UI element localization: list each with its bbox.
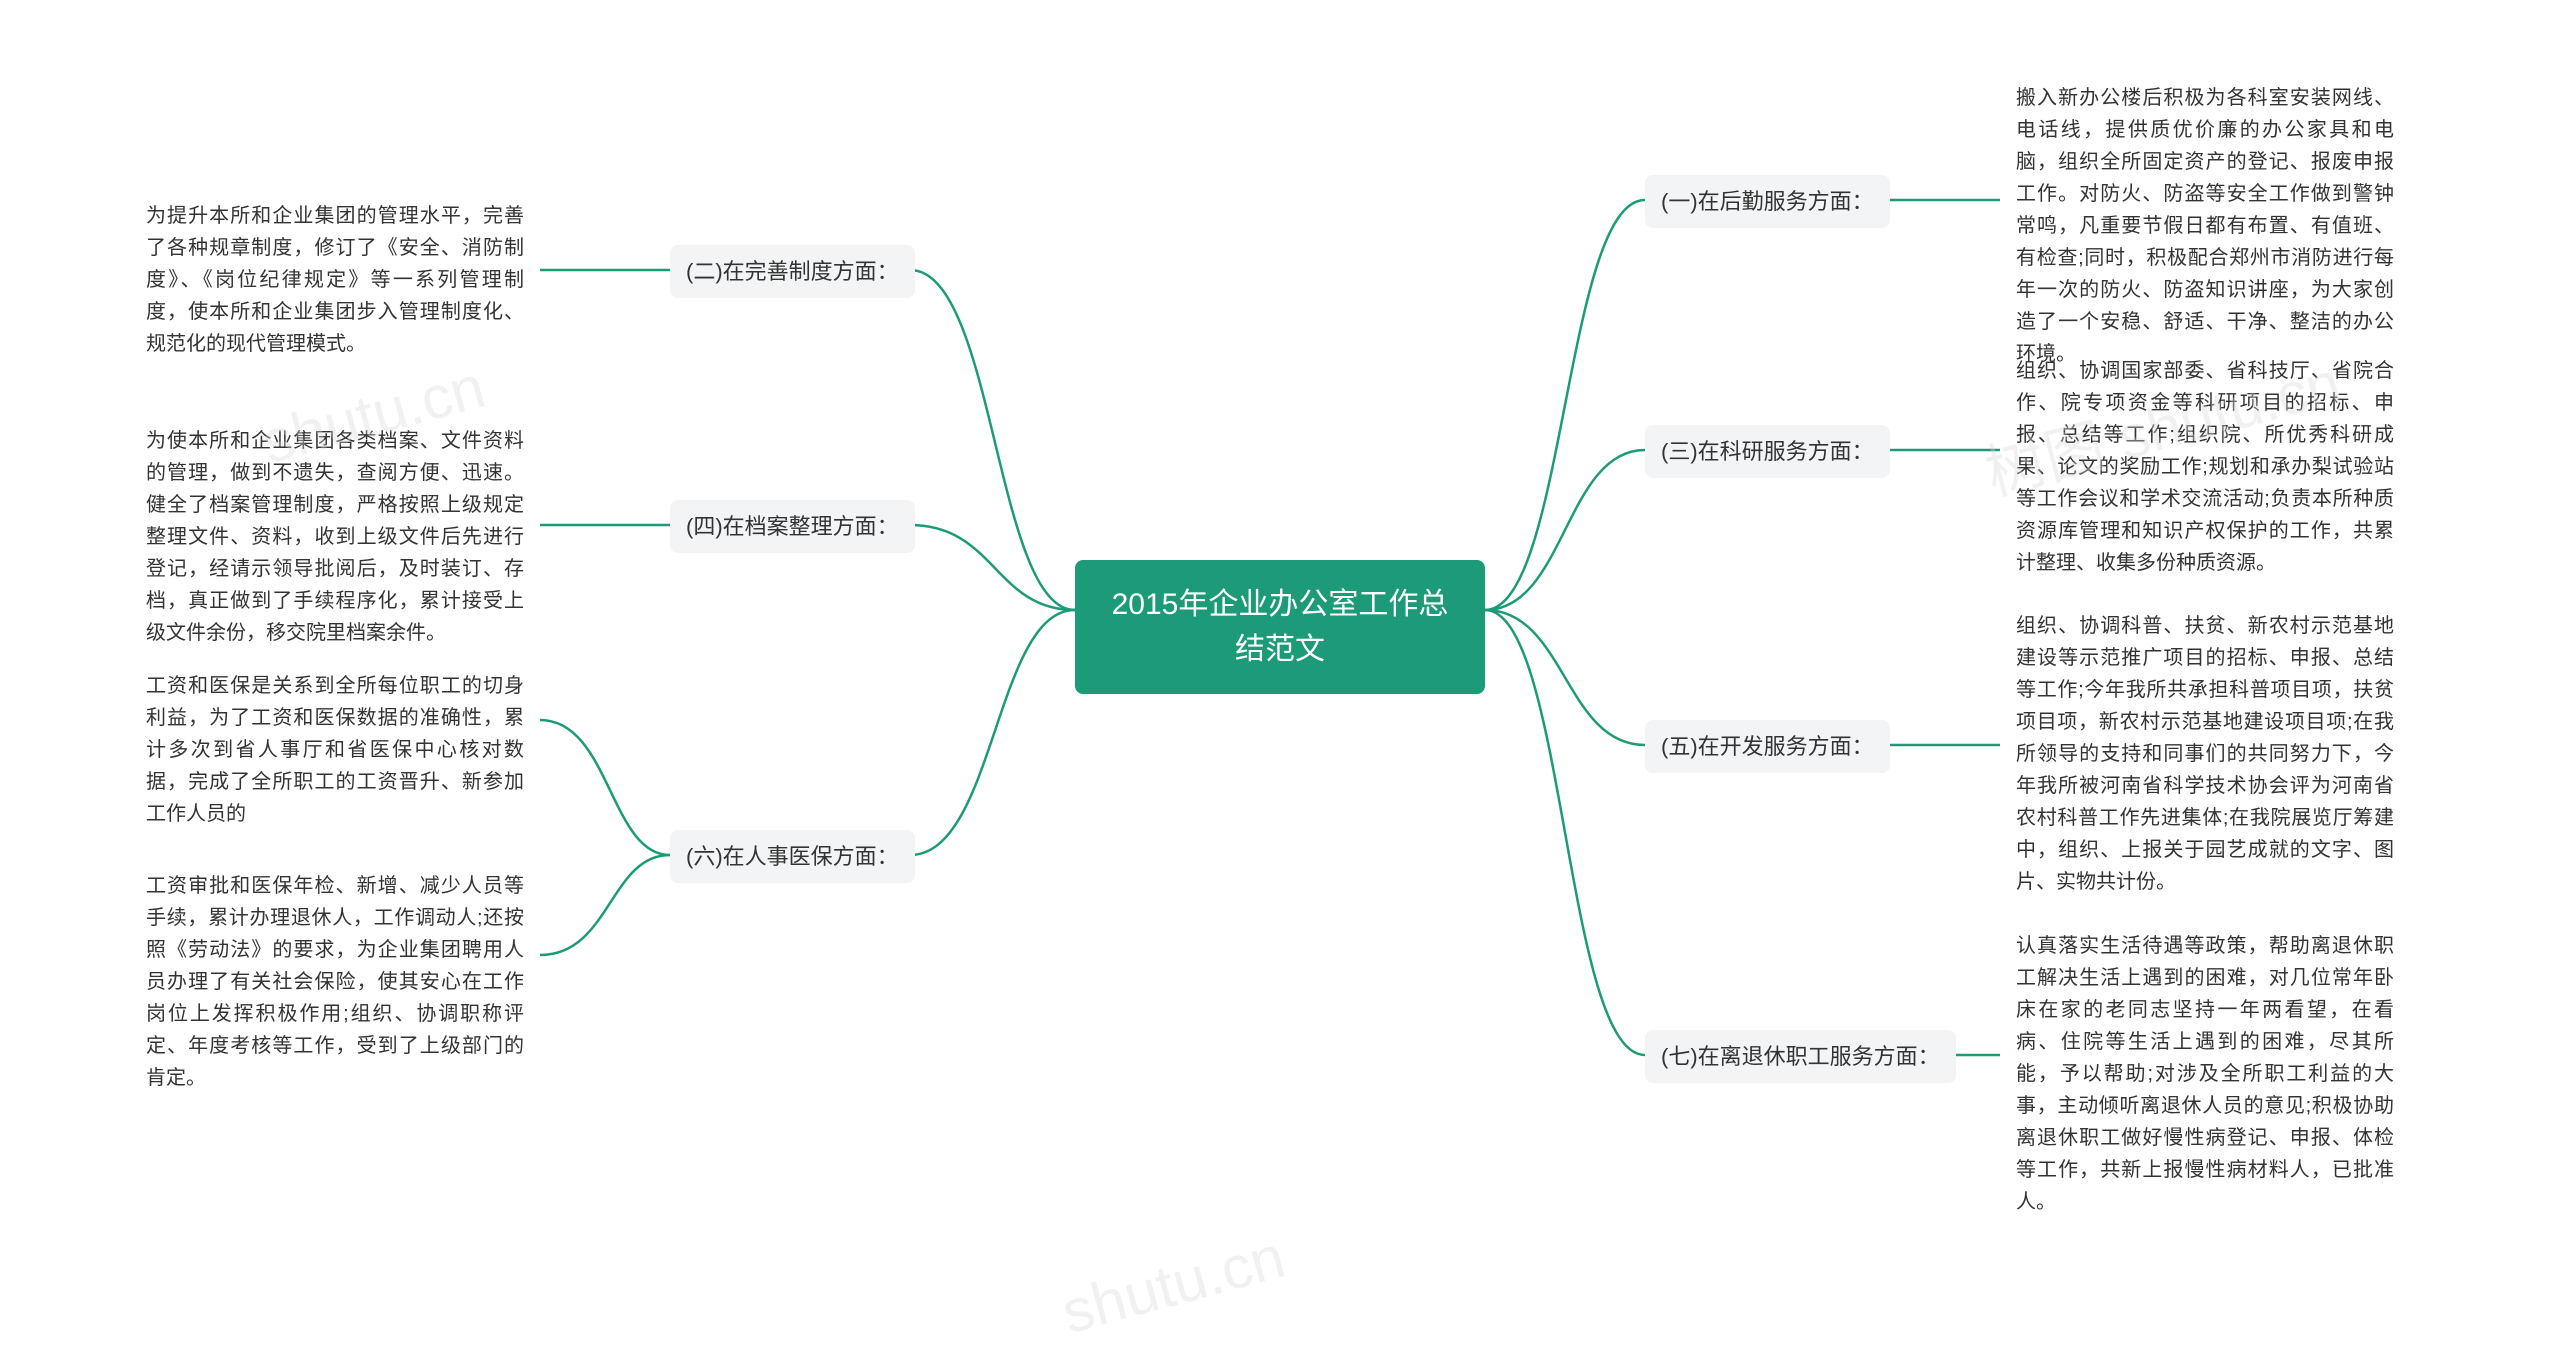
branch-archive[interactable]: (四)在档案整理方面：: [670, 500, 915, 553]
branch-label: (四)在档案整理方面：: [686, 514, 899, 539]
branch-development[interactable]: (五)在开发服务方面：: [1645, 720, 1890, 773]
leaf-text: 认真落实生活待遇等政策，帮助离退休职工解决生活上遇到的困难，对几位常年卧床在家的…: [2016, 935, 2394, 1213]
leaf-logistics: 搬入新办公楼后积极为各科室安装网线、电话线，提供质优价廉的办公家具和电脑，组织全…: [2000, 72, 2410, 380]
leaf-text: 搬入新办公楼后积极为各科室安装网线、电话线，提供质优价廉的办公家具和电脑，组织全…: [2016, 87, 2394, 365]
branch-retiree[interactable]: (七)在离退休职工服务方面：: [1645, 1030, 1956, 1083]
branch-label: (七)在离退休职工服务方面：: [1661, 1044, 1940, 1069]
leaf-text: 为使本所和企业集团各类档案、文件资料的管理，做到不遗失，查阅方便、迅速。健全了档…: [146, 430, 524, 644]
watermark: shutu.cn: [1055, 1222, 1292, 1347]
leaf-development: 组织、协调科普、扶贫、新农村示范基地建设等示范推广项目的招标、申报、总结等工作;…: [2000, 600, 2410, 908]
leaf-research: 组织、协调国家部委、省科技厅、省院合作、院专项资金等科研项目的招标、申报、总结等…: [2000, 345, 2410, 589]
leaf-text: 组织、协调国家部委、省科技厅、省院合作、院专项资金等科研项目的招标、申报、总结等…: [2016, 360, 2394, 574]
branch-research[interactable]: (三)在科研服务方面：: [1645, 425, 1890, 478]
leaf-archive: 为使本所和企业集团各类档案、文件资料的管理，做到不遗失，查阅方便、迅速。健全了档…: [130, 415, 540, 659]
root-title: 2015年企业办公室工作总结范文: [1112, 588, 1449, 666]
root-node[interactable]: 2015年企业办公室工作总结范文: [1075, 560, 1485, 694]
branch-label: (六)在人事医保方面：: [686, 844, 899, 869]
branch-label: (二)在完善制度方面：: [686, 259, 899, 284]
leaf-policy: 为提升本所和企业集团的管理水平，完善了各种规章制度，修订了《安全、消防制度》、《…: [130, 190, 540, 370]
branch-label: (五)在开发服务方面：: [1661, 734, 1874, 759]
leaf-text: 为提升本所和企业集团的管理水平，完善了各种规章制度，修订了《安全、消防制度》、《…: [146, 205, 524, 355]
leaf-text: 组织、协调科普、扶贫、新农村示范基地建设等示范推广项目的招标、申报、总结等工作;…: [2016, 615, 2394, 893]
branch-label: (三)在科研服务方面：: [1661, 439, 1874, 464]
leaf-text: 工资和医保是关系到全所每位职工的切身利益，为了工资和医保数据的准确性，累计多次到…: [146, 675, 524, 825]
leaf-hr-a: 工资和医保是关系到全所每位职工的切身利益，为了工资和医保数据的准确性，累计多次到…: [130, 660, 540, 840]
leaf-text: 工资审批和医保年检、新增、减少人员等手续，累计办理退休人，工作调动人;还按照《劳…: [146, 875, 524, 1089]
branch-label: (一)在后勤服务方面：: [1661, 189, 1874, 214]
mindmap-canvas: 2015年企业办公室工作总结范文 (一)在后勤服务方面： (三)在科研服务方面：…: [0, 0, 2560, 1357]
branch-hr[interactable]: (六)在人事医保方面：: [670, 830, 915, 883]
leaf-hr-b: 工资审批和医保年检、新增、减少人员等手续，累计办理退休人，工作调动人;还按照《劳…: [130, 860, 540, 1104]
leaf-retiree: 认真落实生活待遇等政策，帮助离退休职工解决生活上遇到的困难，对几位常年卧床在家的…: [2000, 920, 2410, 1228]
branch-policy[interactable]: (二)在完善制度方面：: [670, 245, 915, 298]
branch-logistics[interactable]: (一)在后勤服务方面：: [1645, 175, 1890, 228]
